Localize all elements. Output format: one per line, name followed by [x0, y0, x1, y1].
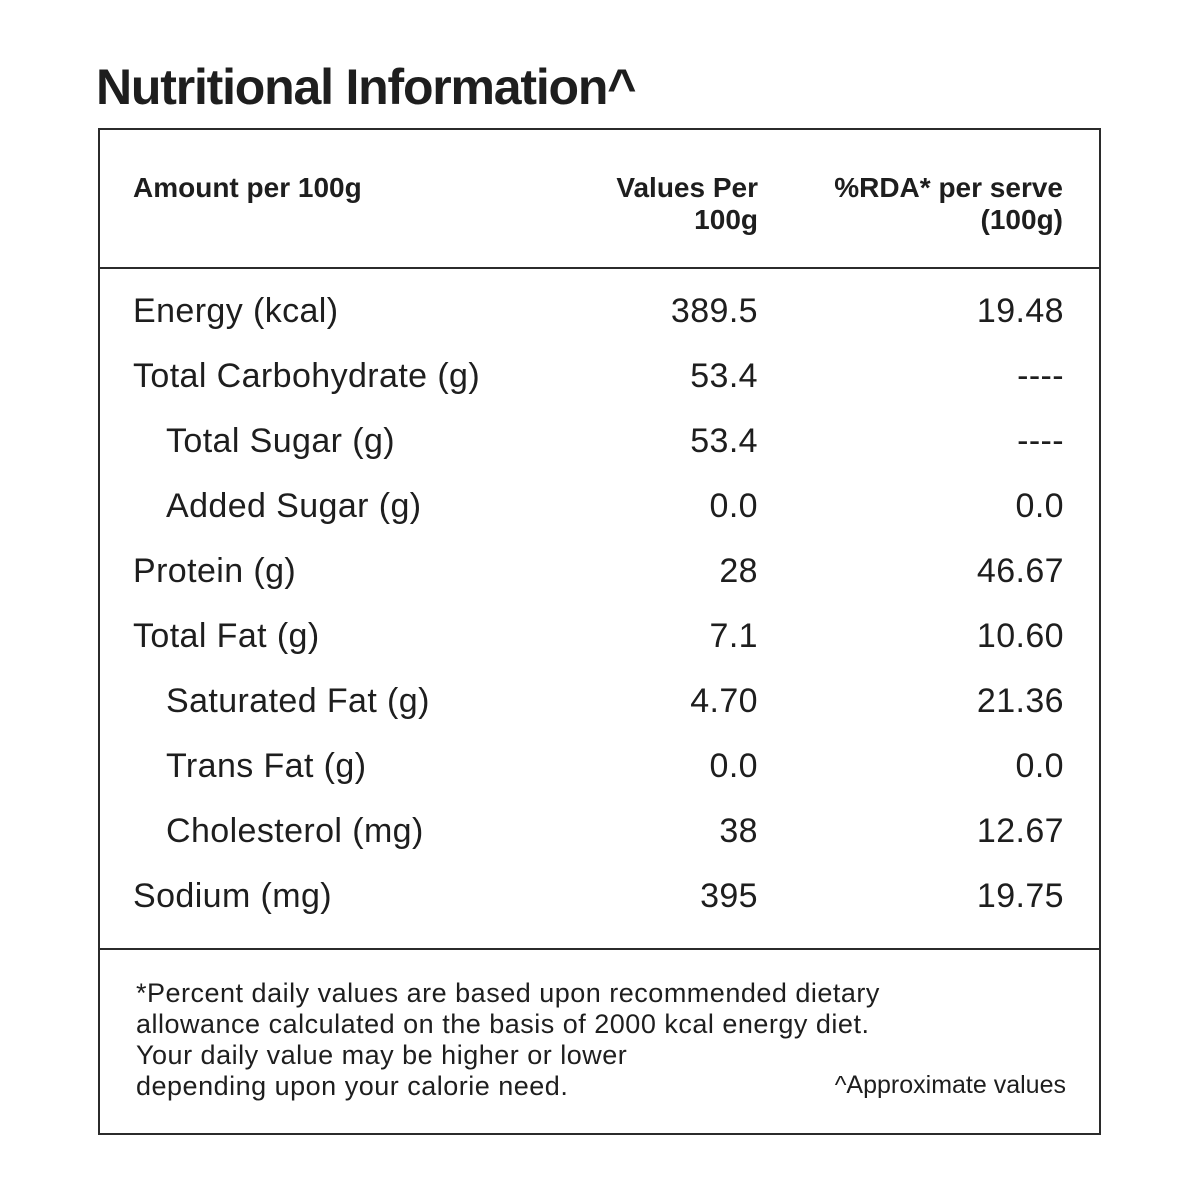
header-values-line1: Values Per [616, 172, 758, 203]
row-value: 28 [719, 552, 758, 590]
row-value: 38 [719, 812, 758, 850]
footnote-line: allowance calculated on the basis of 200… [136, 1009, 870, 1039]
row-value: 0.0 [709, 487, 758, 525]
table-row: Total Sugar (g) 53.4 ---- [100, 409, 1099, 474]
footnote: *Percent daily values are based upon rec… [136, 978, 880, 1102]
row-rda: 46.67 [976, 552, 1064, 590]
row-rda: ---- [1017, 357, 1064, 395]
row-rda: 12.67 [976, 812, 1064, 850]
row-value: 4.70 [690, 682, 758, 720]
table-row: Cholesterol (mg) 38 12.67 [100, 799, 1099, 864]
table-footer: *Percent daily values are based upon rec… [100, 948, 1099, 1135]
row-rda: ---- [1017, 422, 1064, 460]
footnote-line: Your daily value may be higher or lower [136, 1040, 628, 1070]
approximate-values-note: ^Approximate values [834, 1071, 1066, 1099]
row-rda: 21.36 [976, 682, 1064, 720]
table-row: Added Sugar (g) 0.0 0.0 [100, 474, 1099, 539]
table-row: Energy (kcal) 389.5 19.48 [100, 279, 1099, 344]
row-label: Total Fat (g) [133, 617, 320, 655]
row-value: 53.4 [690, 357, 758, 395]
row-rda: 19.48 [976, 292, 1064, 330]
row-value: 0.0 [709, 747, 758, 785]
row-label: Cholesterol (mg) [166, 812, 424, 850]
table-header: Amount per 100g Values Per 100g %RDA* pe… [100, 130, 1099, 269]
row-label: Saturated Fat (g) [166, 682, 430, 720]
row-rda: 0.0 [1015, 487, 1064, 525]
row-rda: 10.60 [976, 617, 1064, 655]
table-row: Saturated Fat (g) 4.70 21.36 [100, 669, 1099, 734]
row-label: Added Sugar (g) [166, 487, 422, 525]
row-label: Energy (kcal) [133, 292, 339, 330]
nutrition-table: Amount per 100g Values Per 100g %RDA* pe… [98, 128, 1101, 1135]
row-label: Total Carbohydrate (g) [133, 357, 481, 395]
row-rda: 0.0 [1015, 747, 1064, 785]
row-label: Sodium (mg) [133, 877, 333, 915]
row-value: 53.4 [690, 422, 758, 460]
header-rda-line1: %RDA* per serve [834, 172, 1063, 203]
header-amount: Amount per 100g [133, 172, 362, 204]
row-value: 389.5 [670, 292, 758, 330]
row-label: Protein (g) [133, 552, 297, 590]
row-label: Trans Fat (g) [166, 747, 367, 785]
header-rda: %RDA* per serve (100g) [834, 172, 1063, 236]
row-label: Total Sugar (g) [166, 422, 395, 460]
row-value: 7.1 [709, 617, 758, 655]
table-row: Trans Fat (g) 0.0 0.0 [100, 734, 1099, 799]
table-row: Protein (g) 28 46.67 [100, 539, 1099, 604]
footnote-line: depending upon your calorie need. [136, 1071, 569, 1101]
header-rda-line2: (100g) [980, 204, 1063, 235]
footnote-line: *Percent daily values are based upon rec… [136, 978, 880, 1008]
table-row: Sodium (mg) 395 19.75 [100, 864, 1099, 929]
table-row: Total Carbohydrate (g) 53.4 ---- [100, 344, 1099, 409]
header-values-line2: 100g [694, 204, 758, 235]
row-value: 395 [700, 877, 758, 915]
table-row: Total Fat (g) 7.1 10.60 [100, 604, 1099, 669]
row-rda: 19.75 [976, 877, 1064, 915]
header-amount-label: Amount per 100g [133, 172, 362, 203]
table-body: Energy (kcal) 389.5 19.48 Total Carbohyd… [100, 279, 1099, 929]
page-title: Nutritional Information^ [96, 59, 636, 115]
header-values: Values Per 100g [616, 172, 758, 236]
